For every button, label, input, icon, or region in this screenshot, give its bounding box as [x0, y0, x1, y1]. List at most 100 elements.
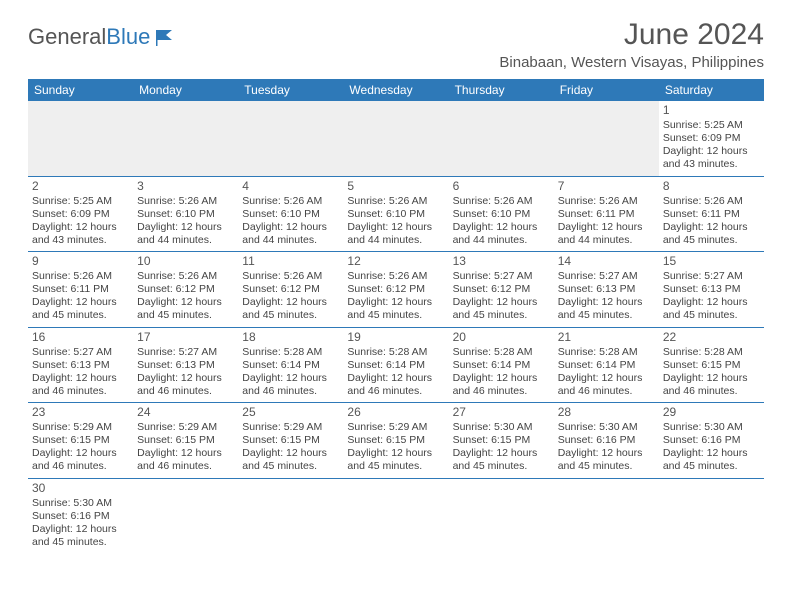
calendar-cell: 24Sunrise: 5:29 AMSunset: 6:15 PMDayligh…	[133, 403, 238, 479]
day-info-line: and 45 minutes.	[558, 460, 655, 473]
day-info-line: Daylight: 12 hours	[453, 447, 550, 460]
calendar-row: 30Sunrise: 5:30 AMSunset: 6:16 PMDayligh…	[28, 478, 764, 553]
day-info-line: Sunset: 6:12 PM	[242, 283, 339, 296]
calendar-cell: 2Sunrise: 5:25 AMSunset: 6:09 PMDaylight…	[28, 176, 133, 252]
day-info-line: Daylight: 12 hours	[558, 221, 655, 234]
calendar-cell: 21Sunrise: 5:28 AMSunset: 6:14 PMDayligh…	[554, 327, 659, 403]
calendar-cell: 5Sunrise: 5:26 AMSunset: 6:10 PMDaylight…	[343, 176, 448, 252]
day-info-line: Sunrise: 5:27 AM	[453, 270, 550, 283]
day-info-line: and 44 minutes.	[242, 234, 339, 247]
day-info-line: Sunrise: 5:28 AM	[453, 346, 550, 359]
weekday-header: Friday	[554, 79, 659, 101]
calendar-cell: 28Sunrise: 5:30 AMSunset: 6:16 PMDayligh…	[554, 403, 659, 479]
day-info-line: Sunset: 6:13 PM	[32, 359, 129, 372]
day-info-line: and 45 minutes.	[32, 309, 129, 322]
day-number: 24	[137, 405, 234, 420]
day-number: 28	[558, 405, 655, 420]
day-number: 26	[347, 405, 444, 420]
weekday-header-row: SundayMondayTuesdayWednesdayThursdayFrid…	[28, 79, 764, 101]
day-info-line: Sunrise: 5:26 AM	[347, 270, 444, 283]
day-number: 21	[558, 330, 655, 345]
day-info-line: Sunrise: 5:26 AM	[663, 195, 760, 208]
calendar-cell: 27Sunrise: 5:30 AMSunset: 6:15 PMDayligh…	[449, 403, 554, 479]
day-number: 19	[347, 330, 444, 345]
day-info-line: Daylight: 12 hours	[558, 372, 655, 385]
day-info-line: Sunrise: 5:26 AM	[137, 195, 234, 208]
day-info-line: Sunrise: 5:26 AM	[558, 195, 655, 208]
day-info-line: and 46 minutes.	[32, 460, 129, 473]
calendar-cell: 17Sunrise: 5:27 AMSunset: 6:13 PMDayligh…	[133, 327, 238, 403]
calendar-cell: 22Sunrise: 5:28 AMSunset: 6:15 PMDayligh…	[659, 327, 764, 403]
calendar-cell	[449, 101, 554, 176]
day-info-line: Sunrise: 5:29 AM	[137, 421, 234, 434]
day-info-line: and 44 minutes.	[347, 234, 444, 247]
calendar-row: 9Sunrise: 5:26 AMSunset: 6:11 PMDaylight…	[28, 252, 764, 328]
day-number: 5	[347, 179, 444, 194]
calendar-cell	[133, 478, 238, 553]
day-info-line: and 45 minutes.	[453, 460, 550, 473]
calendar-cell	[343, 478, 448, 553]
day-info-line: Sunset: 6:14 PM	[453, 359, 550, 372]
calendar-cell: 12Sunrise: 5:26 AMSunset: 6:12 PMDayligh…	[343, 252, 448, 328]
day-info-line: Daylight: 12 hours	[137, 296, 234, 309]
day-info-line: Daylight: 12 hours	[347, 372, 444, 385]
calendar-row: 2Sunrise: 5:25 AMSunset: 6:09 PMDaylight…	[28, 176, 764, 252]
day-info-line: and 45 minutes.	[137, 309, 234, 322]
day-info-line: Sunset: 6:12 PM	[347, 283, 444, 296]
day-info-line: Daylight: 12 hours	[32, 296, 129, 309]
calendar-cell	[554, 101, 659, 176]
day-info-line: Sunrise: 5:30 AM	[32, 497, 129, 510]
logo-text-1: General	[28, 24, 106, 50]
calendar-row: 23Sunrise: 5:29 AMSunset: 6:15 PMDayligh…	[28, 403, 764, 479]
day-info-line: and 43 minutes.	[32, 234, 129, 247]
day-info-line: and 46 minutes.	[347, 385, 444, 398]
day-info-line: Daylight: 12 hours	[32, 372, 129, 385]
day-info-line: Sunset: 6:11 PM	[32, 283, 129, 296]
day-info-line: Sunset: 6:09 PM	[32, 208, 129, 221]
day-info-line: Sunset: 6:16 PM	[32, 510, 129, 523]
title-block: June 2024 Binabaan, Western Visayas, Phi…	[499, 18, 764, 71]
day-info-line: Daylight: 12 hours	[558, 296, 655, 309]
calendar-cell: 18Sunrise: 5:28 AMSunset: 6:14 PMDayligh…	[238, 327, 343, 403]
calendar-cell	[133, 101, 238, 176]
day-number: 14	[558, 254, 655, 269]
day-number: 16	[32, 330, 129, 345]
day-info-line: Daylight: 12 hours	[347, 296, 444, 309]
day-info-line: Sunrise: 5:26 AM	[32, 270, 129, 283]
day-info-line: Sunset: 6:12 PM	[453, 283, 550, 296]
day-info-line: Sunrise: 5:26 AM	[137, 270, 234, 283]
weekday-header: Wednesday	[343, 79, 448, 101]
day-info-line: and 46 minutes.	[242, 385, 339, 398]
weekday-header: Monday	[133, 79, 238, 101]
day-info-line: and 45 minutes.	[558, 309, 655, 322]
calendar-cell: 20Sunrise: 5:28 AMSunset: 6:14 PMDayligh…	[449, 327, 554, 403]
day-info-line: and 45 minutes.	[663, 460, 760, 473]
day-info-line: Daylight: 12 hours	[663, 296, 760, 309]
calendar-cell: 23Sunrise: 5:29 AMSunset: 6:15 PMDayligh…	[28, 403, 133, 479]
day-number: 15	[663, 254, 760, 269]
day-info-line: Daylight: 12 hours	[137, 447, 234, 460]
day-info-line: and 44 minutes.	[137, 234, 234, 247]
day-info-line: and 45 minutes.	[347, 460, 444, 473]
day-info-line: Sunset: 6:15 PM	[32, 434, 129, 447]
day-info-line: Sunset: 6:11 PM	[558, 208, 655, 221]
day-info-line: and 45 minutes.	[453, 309, 550, 322]
day-number: 3	[137, 179, 234, 194]
calendar-cell	[343, 101, 448, 176]
day-info-line: Daylight: 12 hours	[242, 447, 339, 460]
day-info-line: Sunset: 6:10 PM	[453, 208, 550, 221]
day-info-line: Daylight: 12 hours	[242, 372, 339, 385]
day-number: 2	[32, 179, 129, 194]
day-info-line: Sunset: 6:11 PM	[663, 208, 760, 221]
day-info-line: Sunset: 6:13 PM	[137, 359, 234, 372]
day-info-line: and 45 minutes.	[32, 536, 129, 549]
calendar-cell: 9Sunrise: 5:26 AMSunset: 6:11 PMDaylight…	[28, 252, 133, 328]
weekday-header: Saturday	[659, 79, 764, 101]
day-info-line: and 45 minutes.	[663, 309, 760, 322]
day-info-line: Sunrise: 5:28 AM	[558, 346, 655, 359]
day-info-line: Daylight: 12 hours	[453, 296, 550, 309]
day-info-line: Sunrise: 5:26 AM	[347, 195, 444, 208]
day-info-line: Sunrise: 5:29 AM	[347, 421, 444, 434]
day-info-line: Sunset: 6:15 PM	[347, 434, 444, 447]
day-info-line: Sunset: 6:16 PM	[558, 434, 655, 447]
